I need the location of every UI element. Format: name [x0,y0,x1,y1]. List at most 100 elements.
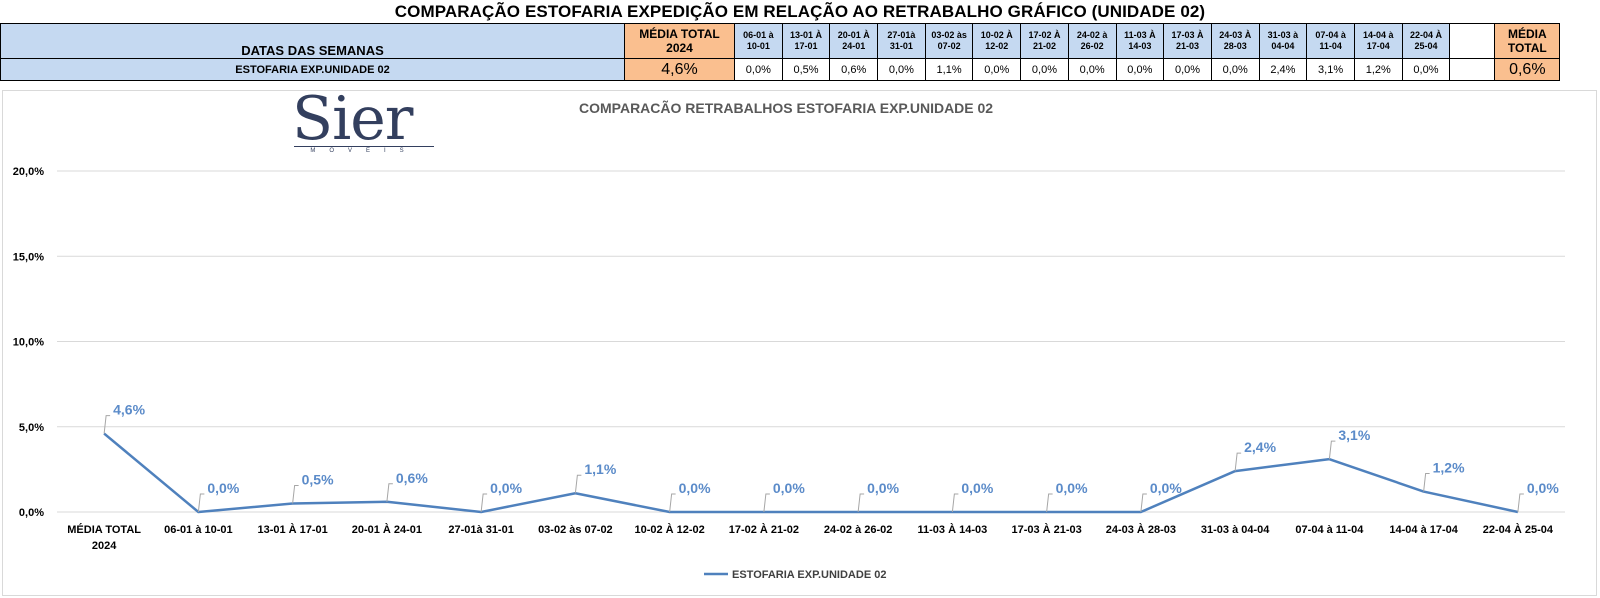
week-header-15: 22-04 À 25-04 [1401,23,1451,59]
x-tick-label-11: 24-03 À 28-03 [1106,523,1176,536]
x-tick-label-3: 20-01 À 24-01 [352,523,422,536]
avg-2024-header: MÉDIA TOTAL 2024 [624,23,735,59]
week-header-5: 03-02 às 07-02 [924,23,974,59]
week-header-3: 20-01 À 24-01 [829,23,879,59]
y-tick-label-0: 0,0% [19,507,44,519]
week-value-9: 0,0% [1115,58,1165,81]
week-value-5: 1,1% [924,58,974,81]
y-tick-label-2: 10,0% [13,337,44,349]
week-value-15: 0,0% [1401,58,1451,81]
week-header-2: 13-01 À 17-01 [781,23,831,59]
week-value-14: 1,2% [1353,58,1403,81]
x-tick-label-9: 11-03 À 14-03 [918,523,988,536]
chart-title: COMPARACÃO RETRABALHOS ESTOFARIA EXP.UNI… [579,100,994,116]
x-tick-label-0: MÉDIA TOTAL 2024 [67,523,141,552]
data-label-leader-15 [1517,493,1524,513]
data-label-leader-9 [951,493,959,513]
x-tick-label-15: 22-04 À 25-04 [1483,523,1554,536]
x-tick-label-14: 14-04 à 17-04 [1389,524,1458,536]
week-value-10: 0,0% [1163,58,1212,81]
week-value-12: 2,4% [1258,58,1308,81]
week-header-13: 07-04 à 11-04 [1306,23,1355,59]
week-header-12: 31-03 à 04-04 [1258,23,1308,59]
data-label-1: 0,0% [207,480,239,496]
week-header-9: 11-03 À 14-03 [1115,23,1165,59]
x-tick-label-8: 24-02 à 26-02 [824,524,893,536]
data-label-0: 4,6% [113,402,145,418]
data-label-4: 0,0% [490,480,522,496]
week-value-2: 0,5% [781,58,831,81]
data-label-7: 0,0% [773,480,805,496]
data-label-leader-10 [1046,493,1053,513]
blank-header [1449,23,1496,59]
week-header-8: 24-02 à 26-02 [1067,23,1117,59]
x-tick-label-4: 27-01à 31-01 [448,524,513,536]
data-label-leader-13 [1328,440,1336,460]
week-header-7: 17-02 À 21-02 [1020,23,1069,59]
logo-text: Sier [292,84,413,154]
data-label-leader-8 [857,493,865,513]
data-label-leader-3 [386,483,393,502]
x-tick-label-5: 03-02 às 07-02 [538,524,613,536]
week-header-6: 10-02 À 12-02 [972,23,1022,59]
data-label-10: 0,0% [1056,480,1088,496]
data-label-13: 3,1% [1338,427,1370,443]
data-label-6: 0,0% [679,480,711,496]
x-tick-label-7: 17-02 À 21-02 [729,523,799,536]
avg-2024-value: 4,6% [624,58,735,81]
data-label-leader-12 [1234,452,1242,472]
blank-value [1449,58,1496,81]
x-tick-label-10: 17-03 À 21-03 [1011,523,1081,536]
series-line [103,432,1519,514]
data-label-leader-1 [197,493,205,513]
chart-area [2,90,1597,596]
data-label-12: 2,4% [1244,439,1276,455]
table-value-row: ESTOFARIA EXP.UNIDADE 02 4,6% 0,0% 0,5% 0,6%… [0,58,1561,81]
week-value-8: 0,0% [1067,58,1117,81]
week-header-1: 06-01 à 10-01 [734,23,783,59]
x-tick-label-12: 31-03 à 04-04 [1201,524,1270,536]
week-value-11: 0,0% [1210,58,1260,81]
row-label: ESTOFARIA EXP.UNIDADE 02 [0,58,625,81]
logo-subtext: MÓVEIS [294,146,434,155]
week-header-10: 17-03 À 21-03 [1163,23,1212,59]
data-label-5: 1,1% [584,461,616,477]
week-value-6: 0,0% [972,58,1022,81]
sier-logo: Sier MÓVEIS [292,86,452,158]
x-tick-label-6: 10-02 À 12-02 [634,523,704,536]
week-header-11: 24-03 À 28-03 [1210,23,1260,59]
x-tick-label-2: 13-01 À 17-01 [257,523,327,536]
data-label-leader-0 [103,415,111,434]
y-tick-label-1: 5,0% [19,422,44,434]
data-label-11: 0,0% [1150,480,1182,496]
x-tick-label-1: 06-01 à 10-01 [164,524,233,536]
week-value-4: 0,0% [877,58,926,81]
legend-label: ESTOFARIA EXP.UNIDADE 02 [732,569,886,581]
week-value-7: 0,0% [1020,58,1069,81]
y-tick-label-4: 20,0% [13,166,44,178]
data-label-8: 0,0% [867,480,899,496]
data-label-9: 0,0% [961,480,993,496]
data-label-leader-4 [480,493,488,513]
x-tick-label-13: 07-04 à 11-04 [1295,524,1364,536]
week-value-13: 3,1% [1306,58,1355,81]
data-label-leader-7 [763,493,770,513]
data-label-leader-6 [669,493,676,513]
data-label-15: 0,0% [1527,480,1559,496]
avg-total-value: 0,6% [1494,58,1561,81]
data-label-14: 1,2% [1433,460,1465,476]
y-tick-label-3: 15,0% [13,251,44,263]
data-label-leader-11 [1140,493,1147,513]
week-value-1: 0,0% [734,58,783,81]
data-label-leader-5 [574,474,582,494]
data-label-3: 0,6% [396,470,428,486]
page-title: COMPARAÇÃO ESTOFARIA EXPEDIÇÃO EM RELAÇÃ… [394,2,1206,21]
data-label-2: 0,5% [302,471,334,487]
week-header-4: 27-01à 31-01 [877,23,926,59]
data-label-leader-14 [1423,473,1430,492]
week-value-3: 0,6% [829,58,879,81]
data-label-leader-2 [292,484,299,504]
